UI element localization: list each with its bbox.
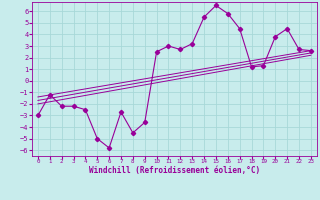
X-axis label: Windchill (Refroidissement éolien,°C): Windchill (Refroidissement éolien,°C) — [89, 166, 260, 175]
